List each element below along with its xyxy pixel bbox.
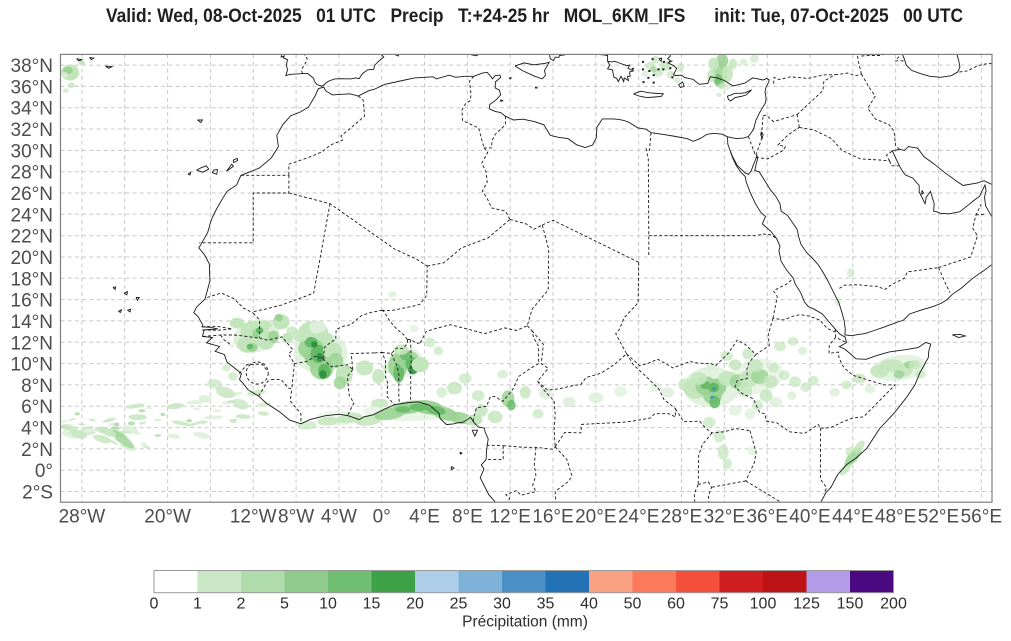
svg-text:5: 5 <box>280 596 289 613</box>
svg-text:32°E: 32°E <box>704 507 745 528</box>
svg-text:2°N: 2°N <box>21 440 53 461</box>
svg-text:18°N: 18°N <box>11 269 53 290</box>
svg-text:8°W: 8°W <box>278 507 314 528</box>
svg-text:20°E: 20°E <box>575 507 616 528</box>
svg-text:28°E: 28°E <box>661 507 702 528</box>
svg-text:20°W: 20°W <box>144 507 191 528</box>
svg-text:20°N: 20°N <box>11 248 53 269</box>
svg-text:30: 30 <box>493 596 511 613</box>
svg-text:28°W: 28°W <box>59 507 106 528</box>
svg-text:8°N: 8°N <box>21 376 53 397</box>
svg-text:12°E: 12°E <box>489 507 530 528</box>
svg-text:Valid: Wed, 08-Oct-2025 01 U: Valid: Wed, 08-Oct-2025 01 UTC Precip T:… <box>106 6 963 27</box>
svg-text:16°N: 16°N <box>11 291 53 312</box>
svg-text:0°: 0° <box>35 461 53 482</box>
svg-text:4°N: 4°N <box>21 419 53 440</box>
svg-text:8°E: 8°E <box>452 507 483 528</box>
svg-text:40: 40 <box>580 596 598 613</box>
svg-text:125: 125 <box>793 596 820 613</box>
svg-text:20: 20 <box>406 596 424 613</box>
svg-text:4°E: 4°E <box>409 507 440 528</box>
svg-text:15: 15 <box>363 596 381 613</box>
svg-text:52°E: 52°E <box>918 507 959 528</box>
svg-text:25: 25 <box>450 596 468 613</box>
svg-text:150: 150 <box>837 596 864 613</box>
svg-text:30°N: 30°N <box>11 141 53 162</box>
svg-text:40°E: 40°E <box>789 507 830 528</box>
svg-text:26°N: 26°N <box>11 184 53 205</box>
svg-text:56°E: 56°E <box>961 507 1002 528</box>
svg-text:1: 1 <box>193 596 202 613</box>
svg-text:24°E: 24°E <box>618 507 659 528</box>
svg-text:28°N: 28°N <box>11 163 53 184</box>
svg-text:35: 35 <box>537 596 555 613</box>
svg-text:16°E: 16°E <box>532 507 573 528</box>
svg-text:22°N: 22°N <box>11 227 53 248</box>
svg-text:38°N: 38°N <box>11 56 53 77</box>
svg-text:10: 10 <box>319 596 337 613</box>
svg-text:0: 0 <box>150 596 159 613</box>
svg-text:200: 200 <box>880 596 907 613</box>
svg-text:44°E: 44°E <box>832 507 873 528</box>
svg-text:2: 2 <box>237 596 246 613</box>
svg-text:32°N: 32°N <box>11 120 53 141</box>
svg-text:6°N: 6°N <box>21 397 53 418</box>
svg-text:36°N: 36°N <box>11 77 53 98</box>
svg-text:2°S: 2°S <box>22 483 53 504</box>
svg-text:50: 50 <box>624 596 642 613</box>
svg-text:12°N: 12°N <box>11 333 53 354</box>
svg-text:12°W: 12°W <box>230 507 277 528</box>
svg-text:100: 100 <box>750 596 777 613</box>
svg-text:10°N: 10°N <box>11 355 53 376</box>
svg-text:24°N: 24°N <box>11 205 53 226</box>
svg-text:48°E: 48°E <box>875 507 916 528</box>
svg-text:14°N: 14°N <box>11 312 53 333</box>
svg-text:34°N: 34°N <box>11 99 53 120</box>
svg-text:4°W: 4°W <box>321 507 357 528</box>
svg-text:75: 75 <box>711 596 729 613</box>
svg-text:60: 60 <box>667 596 685 613</box>
svg-text:0°: 0° <box>373 507 391 528</box>
svg-text:Précipitation (mm): Précipitation (mm) <box>462 614 588 631</box>
svg-text:36°E: 36°E <box>746 507 787 528</box>
